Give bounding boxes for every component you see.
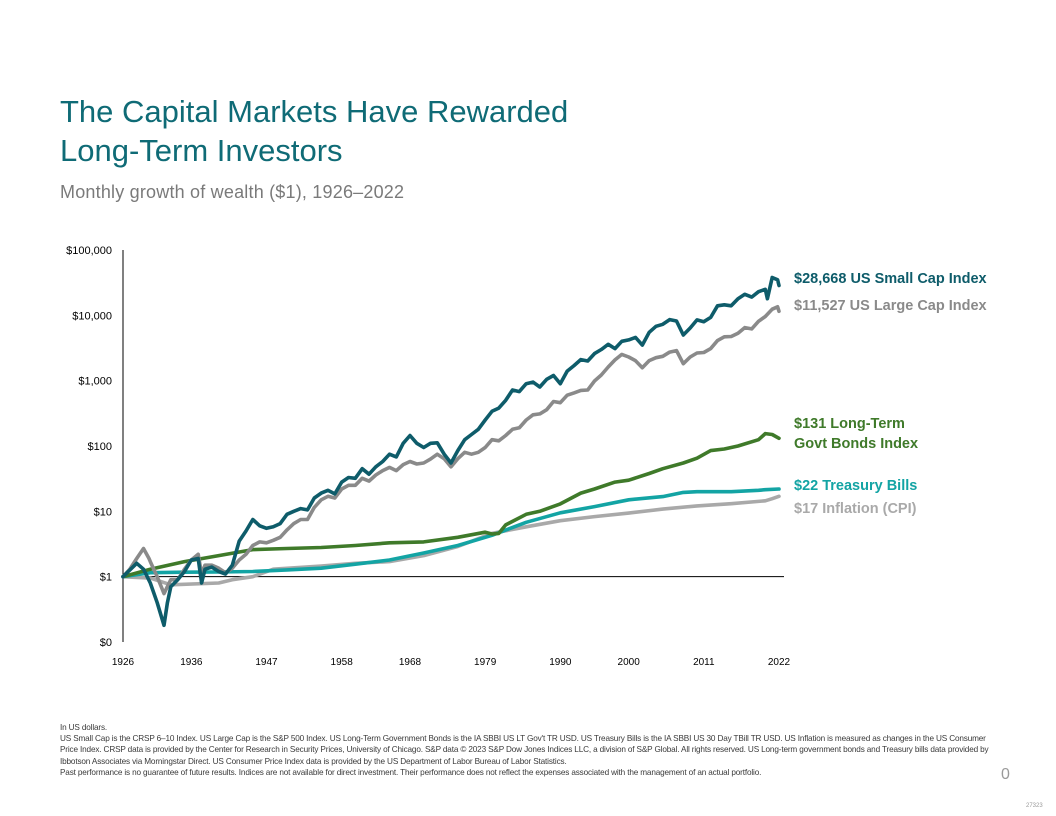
chart-series: [121, 275, 781, 628]
x-tick-label: 1936: [180, 657, 203, 668]
y-tick-label: $0: [100, 637, 112, 649]
series-line-treasury-bills: [121, 487, 781, 579]
y-tick-label: $10,000: [72, 310, 112, 322]
chart-axes: $0 $1 $10 $100 $1,000 $10,000 $100,000 1926 1936…: [66, 245, 790, 668]
title-line-1: The Capital Markets Have Rewarded: [60, 94, 569, 129]
footnote-currency: In US dollars.: [60, 723, 108, 732]
series-labels: $28,668 US Small Cap Index $11,527 US Lar…: [794, 271, 987, 517]
series-line-us-large-cap-index: [121, 305, 781, 596]
growth-of-wealth-chart: $0 $1 $10 $100 $1,000 $10,000 $100,000 1926 1936…: [66, 245, 987, 668]
series-label: $131 Long-Term: [794, 416, 905, 432]
x-tick-label: 2022: [768, 657, 791, 668]
x-tick-label: 1947: [255, 657, 278, 668]
x-tick-label: 1990: [549, 657, 572, 668]
x-tick-label: 1968: [399, 657, 422, 668]
y-tick-label: $1: [100, 572, 112, 584]
y-tick-label: $100,000: [66, 245, 112, 257]
x-tick-label: 1926: [112, 657, 135, 668]
series-line-us-small-cap-index: [121, 275, 781, 628]
x-tick-label: 2000: [618, 657, 641, 668]
footnote-sources: US Small Cap is the CRSP 6–10 Index. US …: [60, 734, 989, 766]
title-line-2: Long-Term Investors: [60, 133, 343, 168]
series-label: $28,668 US Small Cap Index: [794, 271, 987, 287]
series-line-long-term-govt-bonds-index: [121, 431, 781, 579]
series-label: $17 Inflation (CPI): [794, 501, 917, 517]
footnote-disclaimer: Past performance is no guarantee of futu…: [60, 767, 762, 777]
series-label: Govt Bonds Index: [794, 436, 918, 452]
x-tick-label: 1958: [331, 657, 354, 668]
footnotes: In US dollars. US Small Cap is the CRSP …: [60, 722, 1000, 778]
document-code: 27323: [1026, 803, 1043, 809]
x-tick-label: 1979: [474, 657, 497, 668]
series-label: $22 Treasury Bills: [794, 478, 917, 494]
page-title: The Capital Markets Have Rewarded Long-T…: [60, 92, 760, 170]
page-subtitle: Monthly growth of wealth ($1), 1926–2022: [60, 182, 405, 202]
y-tick-label: $1,000: [78, 376, 112, 388]
y-tick-label: $10: [94, 506, 112, 518]
y-tick-label: $100: [88, 441, 112, 453]
x-tick-label: 2011: [693, 657, 715, 668]
page-number: 0: [1001, 766, 1010, 783]
series-label: $11,527 US Large Cap Index: [794, 298, 987, 314]
